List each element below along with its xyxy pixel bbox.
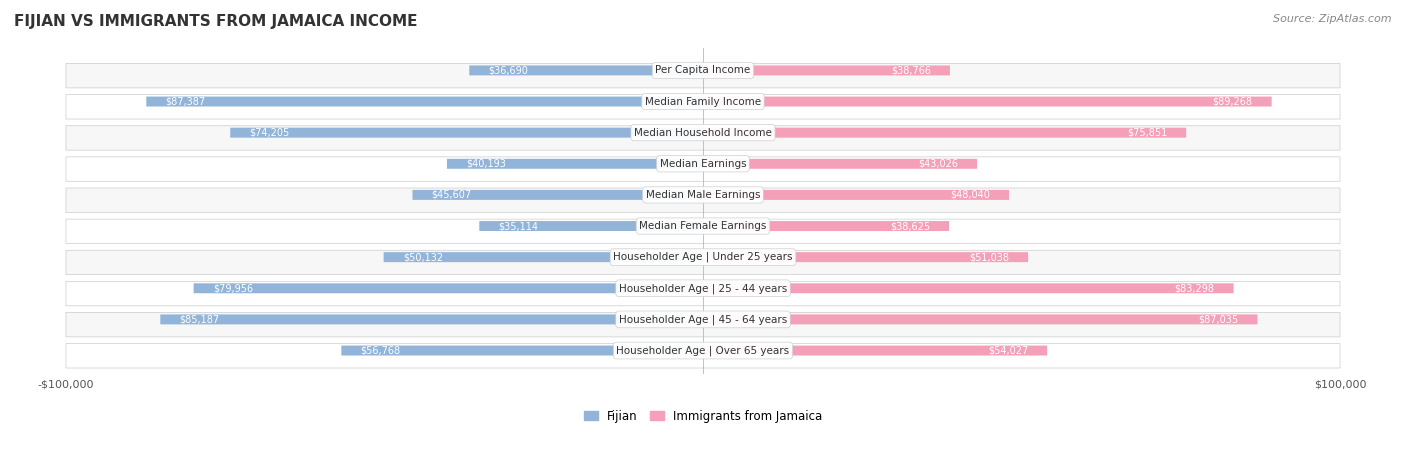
FancyBboxPatch shape bbox=[703, 97, 1271, 106]
FancyBboxPatch shape bbox=[703, 190, 1010, 200]
Text: Householder Age | Under 25 years: Householder Age | Under 25 years bbox=[613, 252, 793, 262]
Text: Median Family Income: Median Family Income bbox=[645, 97, 761, 106]
FancyBboxPatch shape bbox=[703, 65, 950, 75]
FancyBboxPatch shape bbox=[160, 314, 703, 325]
FancyBboxPatch shape bbox=[66, 312, 1340, 337]
FancyBboxPatch shape bbox=[66, 219, 1340, 243]
Text: Median Male Earnings: Median Male Earnings bbox=[645, 190, 761, 200]
FancyBboxPatch shape bbox=[470, 65, 703, 75]
Text: Householder Age | 25 - 44 years: Householder Age | 25 - 44 years bbox=[619, 283, 787, 294]
FancyBboxPatch shape bbox=[66, 95, 1340, 119]
Text: $35,114: $35,114 bbox=[498, 221, 538, 231]
FancyBboxPatch shape bbox=[412, 190, 703, 200]
FancyBboxPatch shape bbox=[66, 126, 1340, 150]
FancyBboxPatch shape bbox=[703, 283, 1233, 293]
Text: $38,766: $38,766 bbox=[891, 65, 931, 75]
Text: Median Earnings: Median Earnings bbox=[659, 159, 747, 169]
Text: FIJIAN VS IMMIGRANTS FROM JAMAICA INCOME: FIJIAN VS IMMIGRANTS FROM JAMAICA INCOME bbox=[14, 14, 418, 29]
Text: $56,768: $56,768 bbox=[360, 346, 401, 355]
Text: $38,625: $38,625 bbox=[890, 221, 929, 231]
FancyBboxPatch shape bbox=[703, 127, 1187, 138]
Text: $83,298: $83,298 bbox=[1174, 283, 1215, 293]
Text: Householder Age | Over 65 years: Householder Age | Over 65 years bbox=[616, 345, 790, 356]
Text: Source: ZipAtlas.com: Source: ZipAtlas.com bbox=[1274, 14, 1392, 24]
FancyBboxPatch shape bbox=[231, 127, 703, 138]
FancyBboxPatch shape bbox=[146, 97, 703, 106]
FancyBboxPatch shape bbox=[194, 283, 703, 293]
FancyBboxPatch shape bbox=[447, 159, 703, 169]
FancyBboxPatch shape bbox=[703, 252, 1028, 262]
Text: $45,607: $45,607 bbox=[432, 190, 471, 200]
Text: $48,040: $48,040 bbox=[950, 190, 990, 200]
FancyBboxPatch shape bbox=[703, 221, 949, 231]
Text: $50,132: $50,132 bbox=[402, 252, 443, 262]
Text: Median Household Income: Median Household Income bbox=[634, 127, 772, 138]
FancyBboxPatch shape bbox=[66, 282, 1340, 306]
FancyBboxPatch shape bbox=[66, 64, 1340, 88]
Text: $85,187: $85,187 bbox=[180, 314, 219, 325]
FancyBboxPatch shape bbox=[384, 252, 703, 262]
Text: Median Female Earnings: Median Female Earnings bbox=[640, 221, 766, 231]
FancyBboxPatch shape bbox=[342, 346, 703, 355]
FancyBboxPatch shape bbox=[703, 314, 1257, 325]
FancyBboxPatch shape bbox=[703, 346, 1047, 355]
Text: $75,851: $75,851 bbox=[1126, 127, 1167, 138]
FancyBboxPatch shape bbox=[479, 221, 703, 231]
Text: $51,038: $51,038 bbox=[969, 252, 1010, 262]
FancyBboxPatch shape bbox=[66, 344, 1340, 368]
Text: $87,387: $87,387 bbox=[166, 97, 205, 106]
Legend: Fijian, Immigrants from Jamaica: Fijian, Immigrants from Jamaica bbox=[579, 405, 827, 427]
Text: Per Capita Income: Per Capita Income bbox=[655, 65, 751, 75]
FancyBboxPatch shape bbox=[66, 157, 1340, 181]
FancyBboxPatch shape bbox=[66, 188, 1340, 212]
Text: $40,193: $40,193 bbox=[465, 159, 506, 169]
Text: $74,205: $74,205 bbox=[249, 127, 290, 138]
Text: $89,268: $89,268 bbox=[1212, 97, 1253, 106]
Text: $54,027: $54,027 bbox=[988, 346, 1028, 355]
Text: Householder Age | 45 - 64 years: Householder Age | 45 - 64 years bbox=[619, 314, 787, 325]
Text: $79,956: $79,956 bbox=[212, 283, 253, 293]
Text: $43,026: $43,026 bbox=[918, 159, 957, 169]
FancyBboxPatch shape bbox=[703, 159, 977, 169]
Text: $87,035: $87,035 bbox=[1198, 314, 1239, 325]
Text: $36,690: $36,690 bbox=[488, 65, 529, 75]
FancyBboxPatch shape bbox=[66, 250, 1340, 275]
